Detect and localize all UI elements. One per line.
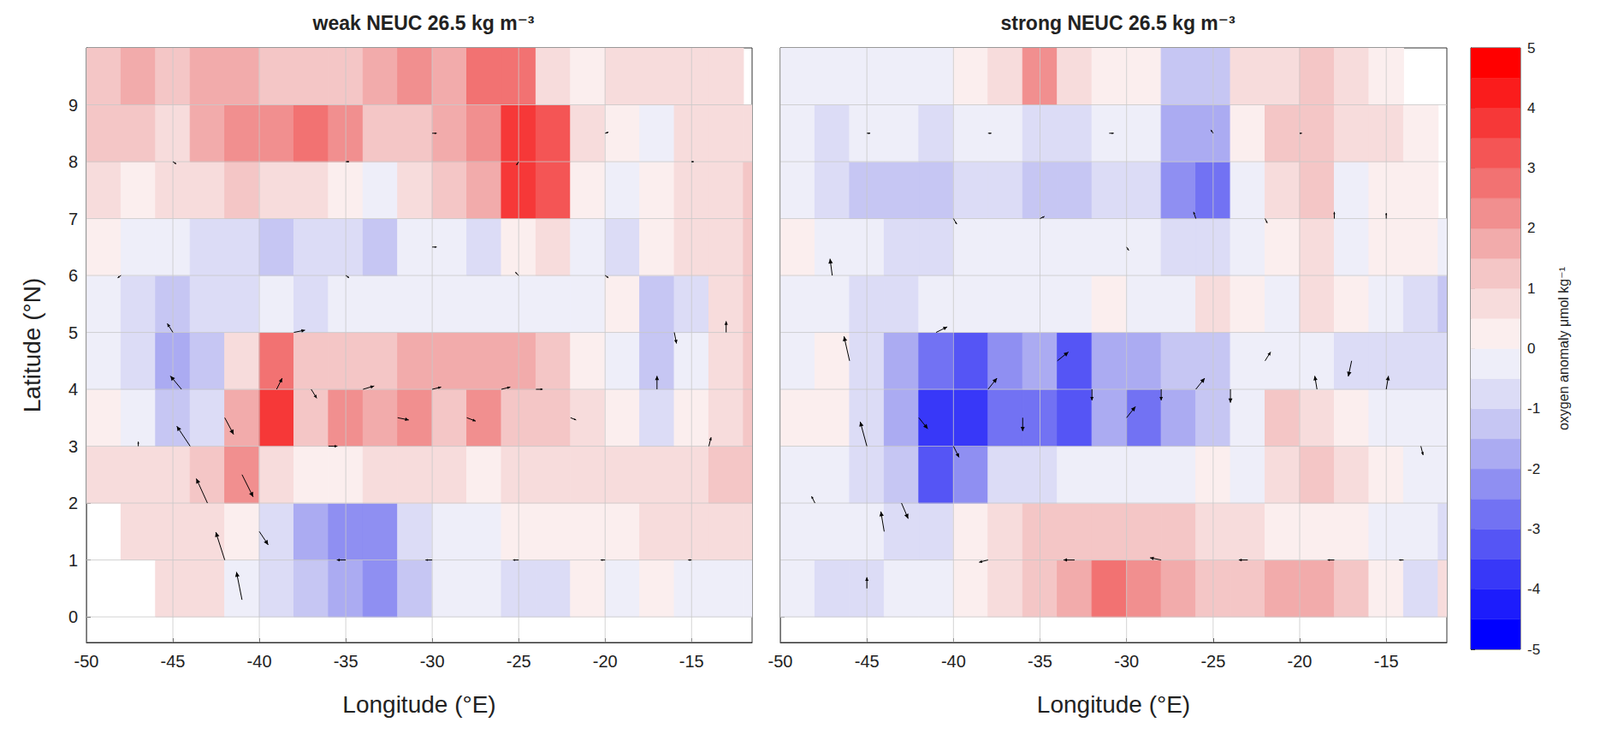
svg-text:2: 2 — [1527, 219, 1535, 237]
svg-text:7: 7 — [68, 209, 78, 229]
svg-text:-15: -15 — [1374, 651, 1399, 671]
svg-text:-25: -25 — [1200, 651, 1226, 671]
svg-text:-50: -50 — [74, 651, 100, 671]
svg-text:0: 0 — [68, 607, 78, 627]
svg-text:3: 3 — [1527, 160, 1535, 177]
svg-text:5: 5 — [1527, 40, 1535, 57]
svg-text:-15: -15 — [679, 651, 705, 671]
svg-text:-1: -1 — [1527, 400, 1541, 417]
svg-text:3: 3 — [68, 437, 78, 457]
svg-text:-45: -45 — [854, 651, 880, 671]
svg-text:weak NEUC 26.5 kg m⁻³: weak NEUC 26.5 kg m⁻³ — [312, 11, 535, 35]
svg-text:-4: -4 — [1527, 580, 1541, 598]
svg-text:5: 5 — [68, 323, 78, 343]
svg-text:-50: -50 — [768, 651, 794, 671]
svg-text:2: 2 — [68, 493, 78, 513]
svg-text:4: 4 — [68, 379, 78, 399]
svg-text:-35: -35 — [1027, 651, 1053, 671]
svg-text:Latitude (°N): Latitude (°N) — [18, 278, 46, 414]
svg-text:-5: -5 — [1527, 641, 1541, 658]
svg-text:-30: -30 — [420, 651, 445, 671]
svg-text:9: 9 — [68, 95, 78, 115]
svg-text:-30: -30 — [1114, 651, 1139, 671]
svg-text:-35: -35 — [333, 651, 359, 671]
svg-text:-40: -40 — [247, 651, 273, 671]
svg-text:-25: -25 — [506, 651, 532, 671]
svg-text:oxygen anomaly μmol kg⁻¹: oxygen anomaly μmol kg⁻¹ — [1556, 266, 1571, 431]
svg-text:-2: -2 — [1527, 461, 1541, 478]
svg-text:-40: -40 — [941, 651, 966, 671]
svg-text:8: 8 — [68, 152, 78, 172]
svg-text:-20: -20 — [592, 651, 618, 671]
svg-text:-3: -3 — [1527, 521, 1541, 538]
svg-text:Longitude (°E): Longitude (°E) — [1037, 691, 1191, 718]
svg-text:6: 6 — [68, 266, 78, 285]
svg-text:-20: -20 — [1287, 651, 1313, 671]
svg-text:0: 0 — [1527, 340, 1535, 357]
svg-text:1: 1 — [1527, 280, 1535, 297]
svg-text:4: 4 — [1527, 100, 1535, 117]
svg-text:-45: -45 — [160, 651, 186, 671]
svg-text:Longitude (°E): Longitude (°E) — [342, 691, 496, 718]
svg-text:1: 1 — [68, 551, 78, 570]
svg-text:strong NEUC 26.5 kg m⁻³: strong NEUC 26.5 kg m⁻³ — [1000, 11, 1235, 35]
